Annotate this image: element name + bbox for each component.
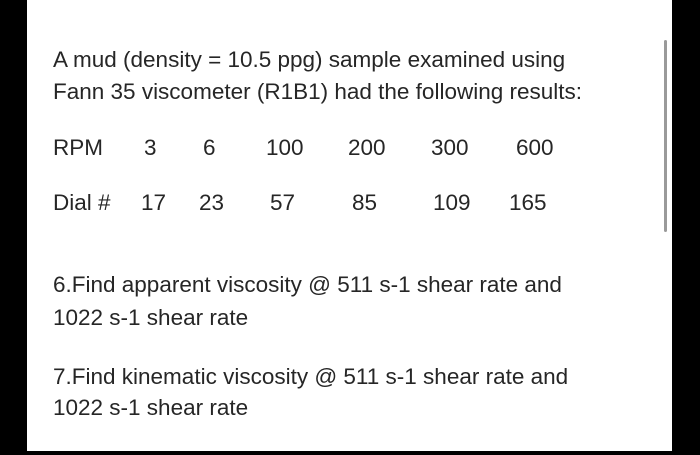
dial-value: 17	[141, 190, 167, 215]
rpm-value: 3	[144, 135, 157, 160]
question-7-line-2: 1022 s-1 shear rate	[53, 395, 249, 420]
dial-value: 57	[270, 190, 296, 215]
rpm-value: 600	[516, 135, 554, 160]
dial-value: 85	[352, 190, 378, 215]
dial-value: 23	[199, 190, 225, 215]
question-7-line-1: 7.Find kinematic viscosity @ 511 s-1 she…	[53, 364, 569, 389]
rpm-value: 200	[348, 135, 386, 160]
question-card	[27, 0, 672, 451]
rpm-value: 100	[266, 135, 304, 160]
question-6-line-2: 1022 s-1 shear rate	[53, 305, 249, 330]
dial-value: 109	[433, 190, 471, 215]
rpm-value: 300	[431, 135, 469, 160]
rpm-value: 6	[203, 135, 216, 160]
question-6-line-1: 6.Find apparent viscosity @ 511 s-1 shea…	[53, 272, 562, 297]
rpm-label: RPM	[53, 135, 103, 160]
dial-label: Dial #	[53, 190, 111, 215]
dial-value: 165	[509, 190, 547, 215]
intro-line-1: A mud (density = 10.5 ppg) sample examin…	[53, 47, 566, 72]
intro-line-2: Fann 35 viscometer (R1B1) had the follow…	[53, 79, 583, 104]
scrollbar[interactable]	[664, 40, 667, 232]
